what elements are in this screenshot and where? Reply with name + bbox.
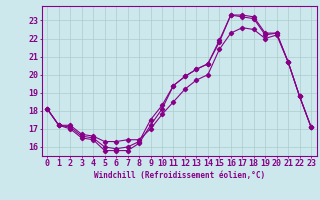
X-axis label: Windchill (Refroidissement éolien,°C): Windchill (Refroidissement éolien,°C)	[94, 171, 265, 180]
